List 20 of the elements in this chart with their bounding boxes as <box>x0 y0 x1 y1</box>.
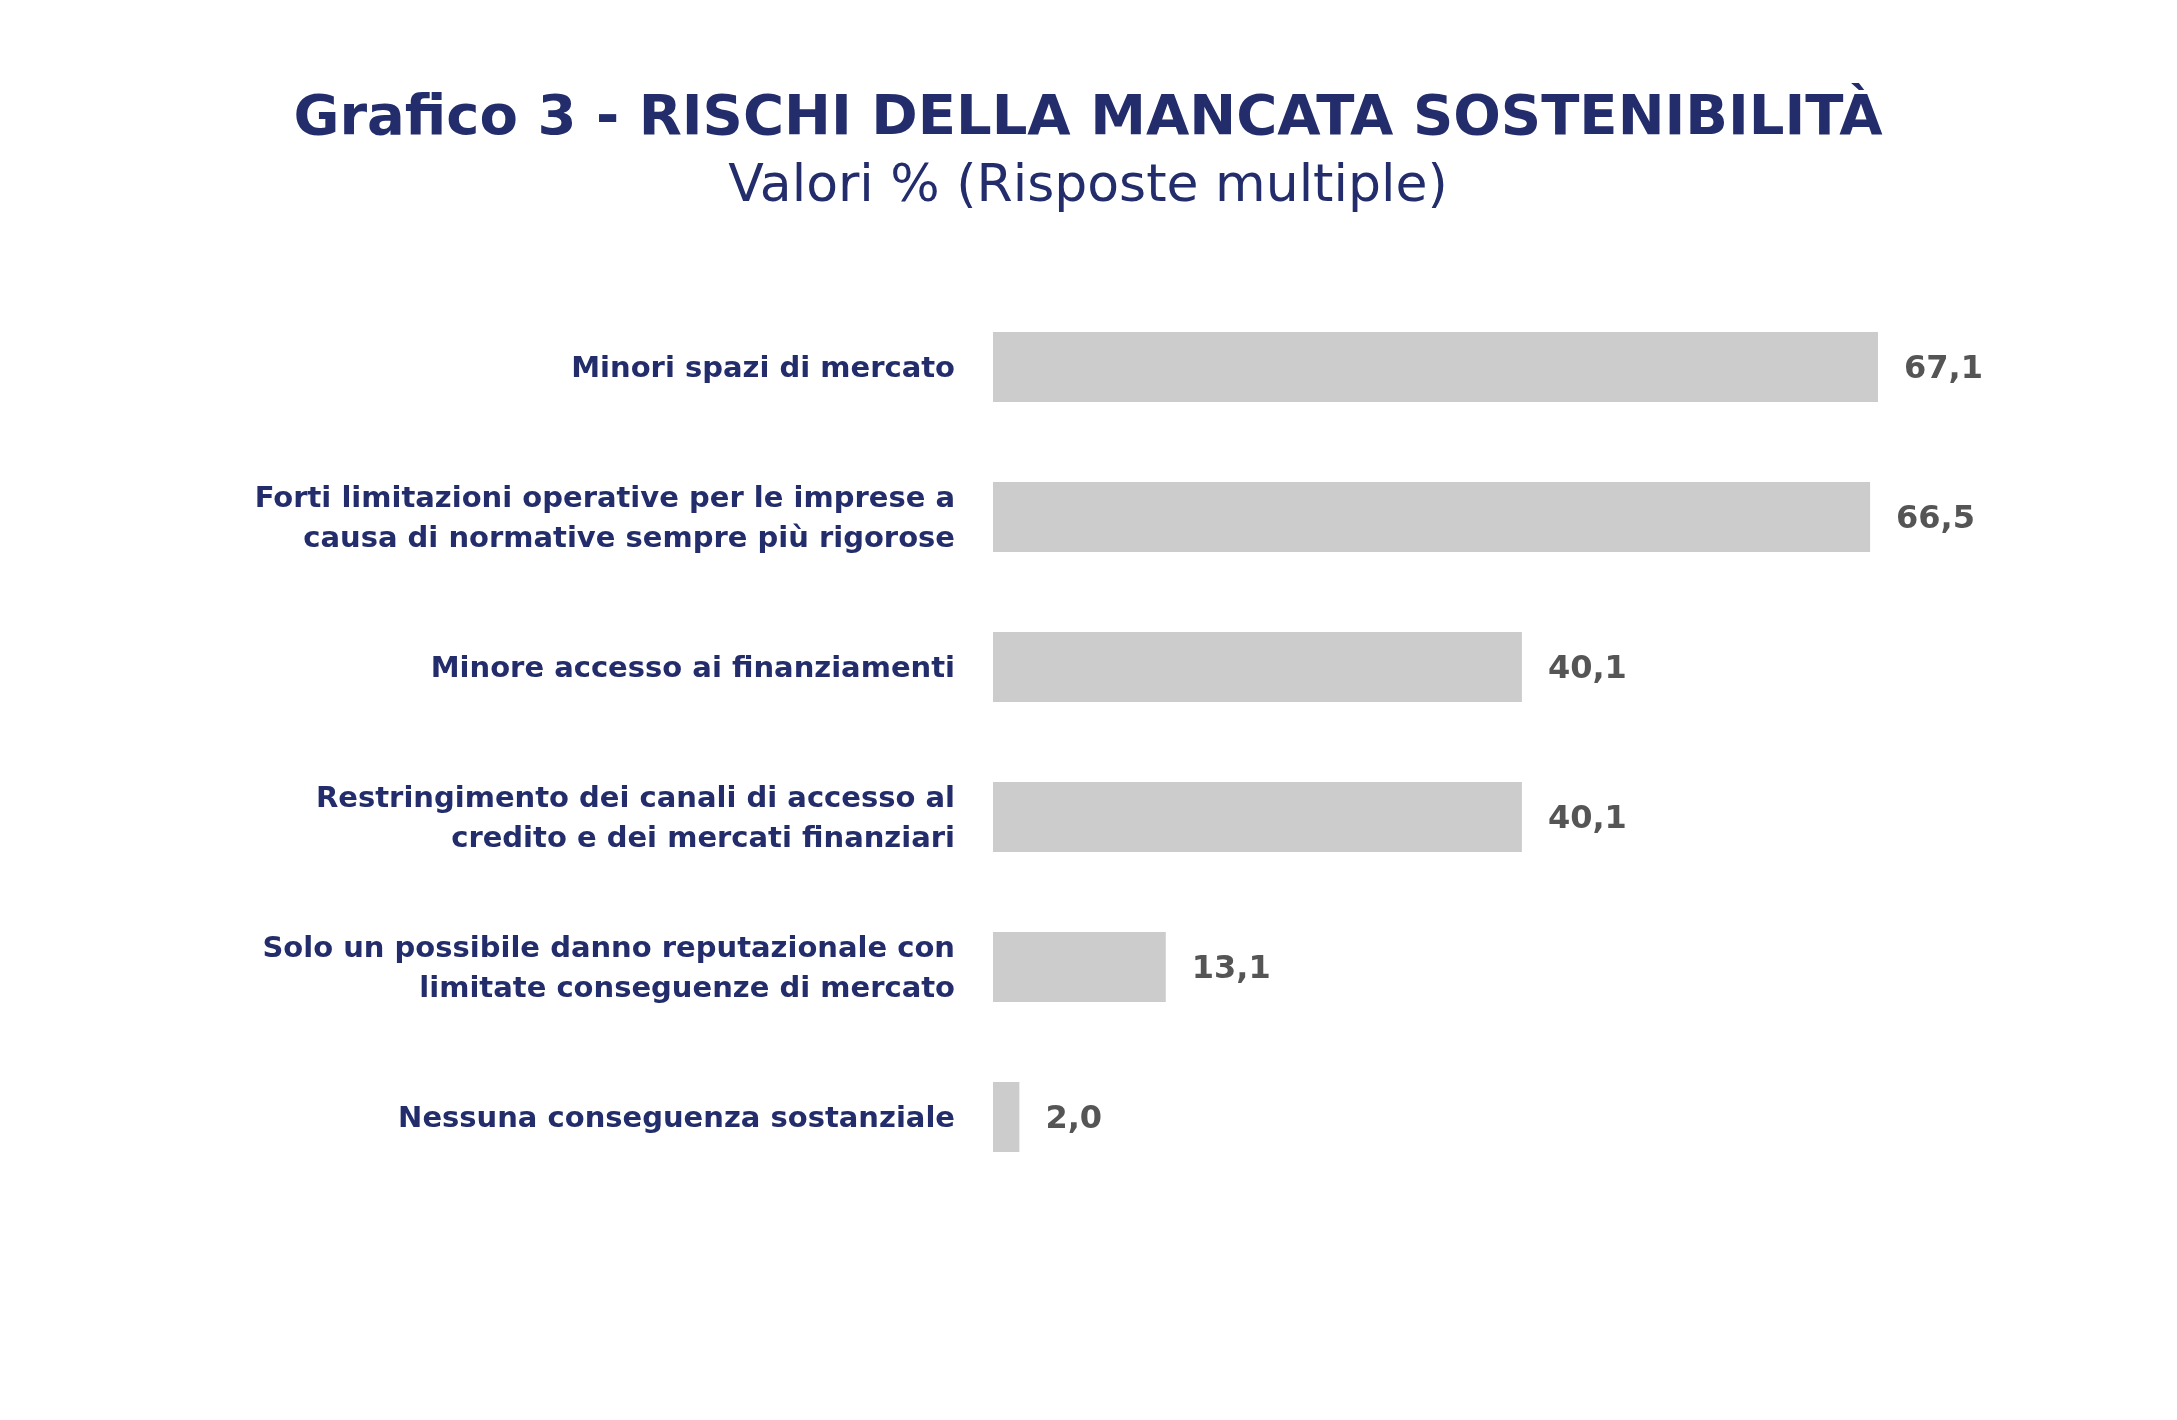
data-label: 13,1 <box>1191 948 1271 986</box>
y-tick-label: Solo un possibile danno reputazionale con limitate conseguenze di mercato <box>262 930 955 1004</box>
bar <box>993 332 1878 402</box>
data-label: 40,1 <box>1547 648 1627 686</box>
chart-title: Grafico 3 - RISCHI DELLA MANCATA SOSTENIBILITÀ <box>292 81 1884 149</box>
y-tick-label: Nessuna conseguenza sostanziale <box>398 1100 955 1134</box>
y-tick-label: Minori spazi di mercato <box>571 350 955 384</box>
chart-subtitle: Valori % (Risposte multiple) <box>727 152 1449 215</box>
y-tick-label: Minore accesso ai finanziamenti <box>430 650 955 684</box>
bar <box>993 482 1871 552</box>
bar <box>993 632 1522 702</box>
data-label: 66,5 <box>1896 498 1976 536</box>
bar <box>993 1082 1020 1152</box>
data-label: 2,0 <box>1045 1098 1103 1136</box>
y-tick-label: Forti limitazioni operative per le imprese a causa di normative sempre più rigorose <box>254 480 955 554</box>
data-label: 40,1 <box>1547 798 1627 836</box>
bar <box>993 932 1166 1002</box>
bar <box>993 782 1522 852</box>
y-tick-label: Restringimento dei canali di accesso al credito e dei mercati finanziari <box>315 780 955 854</box>
data-label: 67,1 <box>1904 348 1983 386</box>
